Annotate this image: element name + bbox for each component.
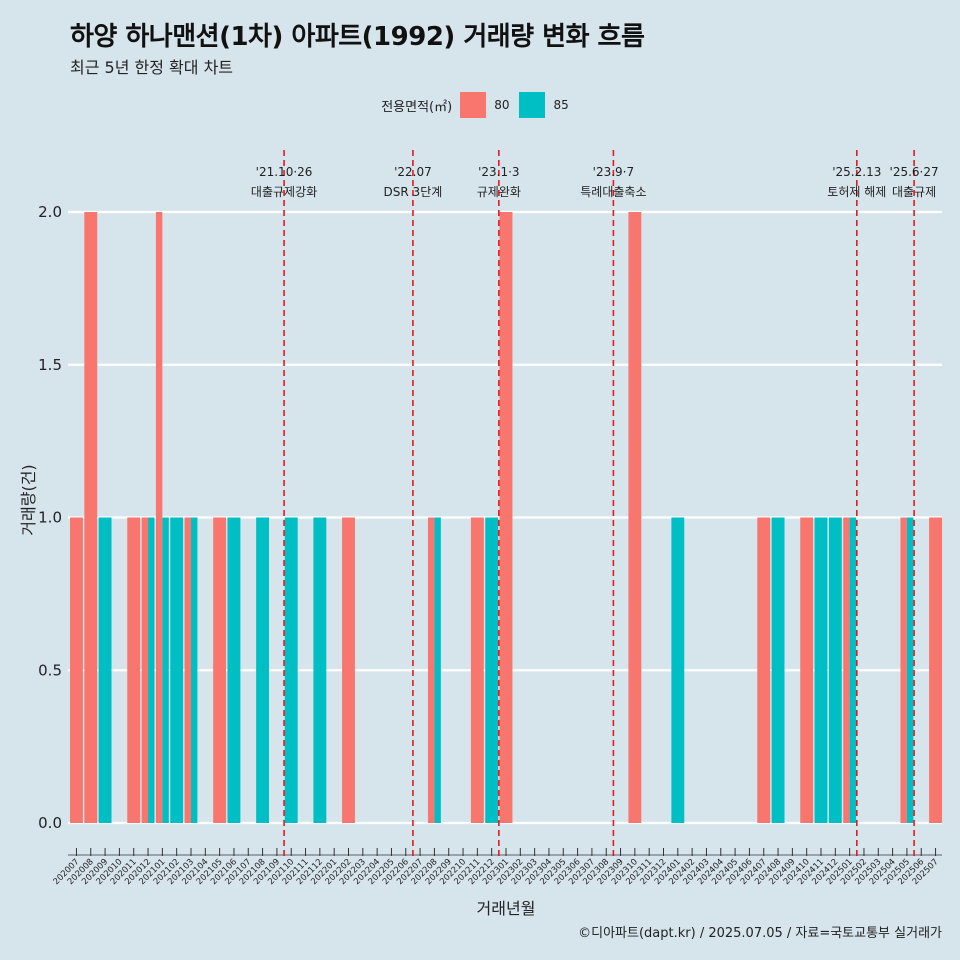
bar-80 xyxy=(184,517,191,823)
bar-85 xyxy=(849,517,857,823)
bar-80 xyxy=(127,517,141,823)
bar-85 xyxy=(814,517,828,823)
bar-80 xyxy=(757,517,771,823)
legend-key-85 xyxy=(519,92,546,118)
legend: 전용면적(㎡) 80 85 xyxy=(0,92,960,118)
event-date-label: '23.9·7 xyxy=(593,165,634,179)
event-text-label: 대출규제 xyxy=(892,185,936,199)
bar-80 xyxy=(499,212,513,823)
chart-subtitle: 최근 5년 한정 확대 차트 xyxy=(70,58,234,77)
bar-85 xyxy=(671,517,685,823)
event-date-label: '25.6·27 xyxy=(890,165,939,179)
bar-85 xyxy=(227,517,241,823)
y-tick-label: 1.0 xyxy=(38,509,62,527)
bar-80 xyxy=(843,517,850,823)
bar-85 xyxy=(434,517,441,823)
bar-85 xyxy=(906,517,914,823)
bar-80 xyxy=(929,517,942,823)
bar-85 xyxy=(771,517,785,823)
legend-key-80 xyxy=(460,92,487,118)
event-text-label: 특례대출축소 xyxy=(580,185,646,199)
event-date-label: '25.2.13 xyxy=(832,165,881,179)
bar-80 xyxy=(900,517,907,823)
legend-label-85: 85 xyxy=(553,98,569,112)
bar-80 xyxy=(628,212,642,823)
y-tick-label: 1.5 xyxy=(38,356,62,374)
bar-85 xyxy=(313,517,327,823)
event-date-label: '21.10·26 xyxy=(256,165,313,179)
bar-80 xyxy=(155,212,163,823)
y-tick-label: 2.0 xyxy=(38,203,62,221)
bar-80 xyxy=(84,212,98,823)
bar-85 xyxy=(162,517,169,823)
bar-80 xyxy=(213,517,227,823)
bar-80 xyxy=(427,517,435,823)
y-tick-label: 0.0 xyxy=(38,814,62,832)
y-axis-title: 거래량(건) xyxy=(19,464,38,535)
event-date-label: '23.1·3 xyxy=(478,165,519,179)
bar-80 xyxy=(141,517,149,823)
bar-85 xyxy=(485,517,499,823)
bar-85 xyxy=(190,517,198,823)
bar-85 xyxy=(256,517,270,823)
bar-85 xyxy=(148,517,155,823)
chart-title: 하양 하나맨션(1차) 아파트(1992) 거래량 변화 흐름 xyxy=(70,22,645,52)
event-text-label: 토허제 해제 xyxy=(827,185,886,199)
bar-80 xyxy=(800,517,814,823)
bar-85 xyxy=(284,517,298,823)
source-caption: ©디아파트(dapt.kr) / 2025.07.05 / 자료=국토교통부 실… xyxy=(578,926,942,941)
legend-label-80: 80 xyxy=(494,98,510,112)
bar-80 xyxy=(70,517,83,823)
bar-85 xyxy=(828,517,842,823)
event-text-label: 대출규제강화 xyxy=(251,185,317,199)
event-text-label: DSR 3단계 xyxy=(384,185,443,199)
bar-80 xyxy=(470,517,484,823)
bar-80 xyxy=(342,517,355,823)
bar-85 xyxy=(170,517,184,823)
x-axis-title: 거래년월 xyxy=(477,899,536,918)
y-tick-label: 0.5 xyxy=(38,661,62,679)
event-text-label: 규제완화 xyxy=(477,185,521,199)
legend-title: 전용면적(㎡) xyxy=(381,99,453,115)
event-date-label: '22.07 xyxy=(394,165,432,179)
bar-85 xyxy=(98,517,112,823)
